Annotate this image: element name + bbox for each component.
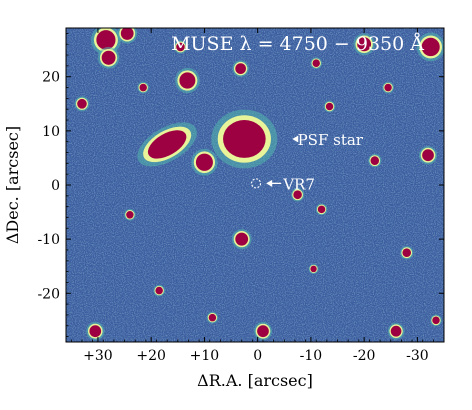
source-core (77, 98, 87, 109)
source-core (147, 130, 187, 159)
source-blob (86, 321, 105, 341)
source-blob (323, 100, 336, 113)
x-axis: +30 +20 +10 0 -10 -20 -30 (70, 28, 445, 364)
source-blob (211, 109, 278, 169)
source-core (357, 37, 372, 52)
source-core (139, 83, 147, 92)
source-blob (315, 203, 328, 216)
plot-area: PSF star VR7 (66, 28, 444, 342)
source-blob (232, 60, 249, 77)
image-noise-texture (66, 28, 444, 342)
source-blob (124, 208, 136, 221)
source-core (120, 28, 134, 40)
source-core (223, 120, 266, 158)
source-blob (191, 148, 218, 176)
source-blob (231, 229, 252, 250)
source-core (402, 248, 411, 258)
vr7-marker-circle (251, 178, 262, 189)
sources-layer (74, 28, 444, 341)
y-tick-label: 10 (42, 124, 60, 140)
source-blob (253, 321, 273, 341)
x-axis-label: ΔR.A. [arcsec] (197, 371, 313, 390)
source-core (235, 63, 246, 75)
source-blob (382, 81, 394, 94)
source-core (179, 72, 196, 89)
source-blob (74, 96, 90, 112)
annotation-psf-star: PSF star (292, 131, 364, 149)
x-tick-label: -10 (300, 348, 323, 364)
source-core (325, 102, 334, 111)
source-core (235, 232, 249, 246)
x-tick-label: +30 (83, 348, 113, 364)
source-core (96, 30, 116, 50)
x-tick-label: +10 (190, 348, 220, 364)
source-core (390, 325, 402, 337)
source-core (208, 313, 217, 322)
x-tick-label: -30 (406, 348, 429, 364)
source-blob (416, 32, 444, 62)
source-blob (137, 122, 197, 167)
source-core (384, 83, 392, 92)
source-core (310, 265, 317, 273)
source-blob (418, 145, 438, 165)
source-core (432, 316, 440, 325)
arrow-head (266, 179, 273, 187)
source-core (176, 42, 185, 52)
source-blob (387, 322, 405, 340)
y-axis-label: ΔDec. [arcsec] (3, 126, 22, 244)
source-core (421, 37, 440, 57)
chart-title: MUSE λ = 4750 − 9350 Å (171, 33, 424, 55)
source-blob (153, 284, 165, 297)
source-blob (137, 81, 149, 94)
annotation-vr7: VR7 (251, 175, 315, 193)
source-blob (206, 311, 219, 324)
annotation-label: PSF star (298, 131, 364, 149)
source-blob (173, 40, 188, 54)
annotation-label: VR7 (282, 175, 315, 193)
source-blob (400, 245, 414, 260)
x-tick-label: +20 (136, 348, 166, 364)
arrow-head (292, 135, 299, 143)
source-blob (430, 314, 442, 327)
source-blob (310, 57, 323, 70)
annotation-layer: PSF star VR7 (251, 131, 364, 193)
source-core (317, 205, 326, 214)
source-core (370, 156, 380, 165)
source-blob (353, 33, 375, 56)
source-core (101, 50, 116, 65)
source-core (293, 190, 302, 200)
y-tick-label: 20 (42, 70, 60, 86)
source-core (126, 210, 134, 219)
source-blob (117, 28, 138, 44)
source-blob (175, 67, 200, 94)
y-axis: 20 10 0 -10 -20 (37, 33, 444, 337)
source-core (89, 325, 102, 338)
source-blob (97, 46, 120, 69)
x-tick-label: 0 (253, 348, 262, 364)
source-blob (368, 153, 382, 168)
y-tick-label: -10 (37, 232, 60, 248)
y-tick-label: -20 (37, 286, 60, 302)
source-core (422, 149, 434, 162)
source-blob (308, 263, 319, 274)
source-core (312, 59, 320, 67)
source-core (195, 153, 213, 171)
source-blob (290, 188, 305, 202)
x-tick-label: -20 (353, 348, 376, 364)
source-core (257, 325, 269, 338)
y-tick-label: 0 (51, 178, 60, 194)
source-core (155, 286, 163, 295)
